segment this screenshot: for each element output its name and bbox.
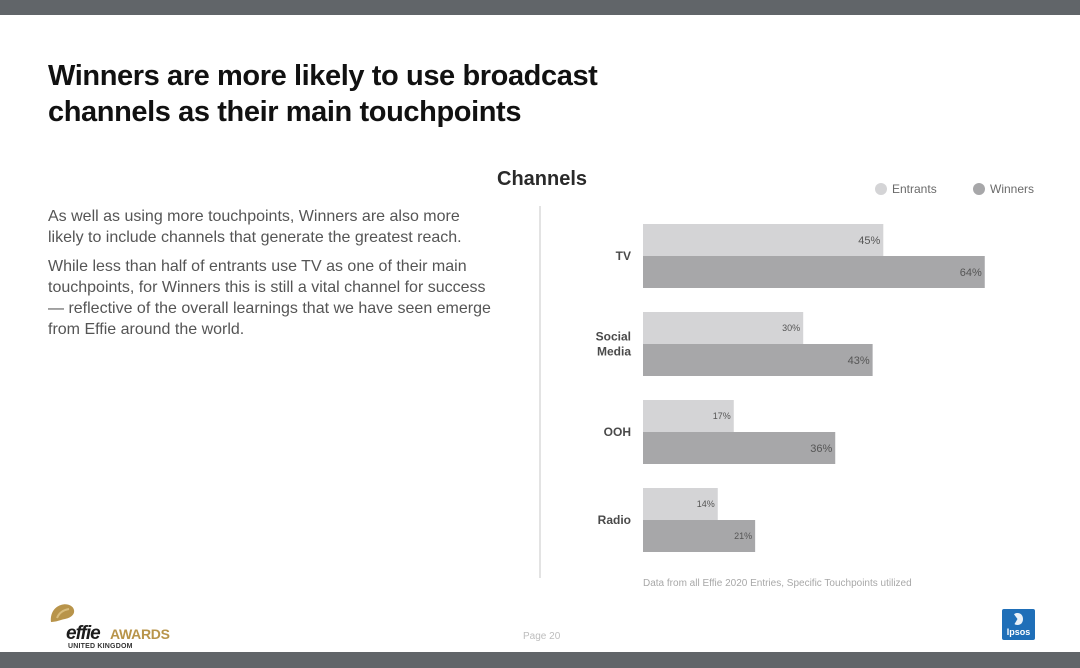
data-label-winners-2: 36% [810,443,832,455]
legend-item-entrants: Entrants [875,182,937,196]
ipsos-wordmark: Ipsos [1006,627,1031,637]
slide-title: Winners are more likely to use broadcast… [48,58,688,130]
effie-wordmark: effie [66,623,101,644]
legend-label-winners: Winners [990,182,1035,196]
vertical-divider [539,206,541,578]
ipsos-shape-icon [1014,613,1023,625]
data-label-winners-3: 21% [734,531,752,541]
title-line-2: channels as their main touchpoints [48,96,522,128]
channels-bar-chart: TV 45% 64% Social Media 30% 43% OOH 17% 36% Radio 1… [596,224,985,552]
body-paragraph-2: While less than half of entrants use TV … [48,258,491,338]
bar-entrants-0 [643,224,884,256]
category-label-line: TV [616,249,631,263]
bar-entrants-1 [643,312,804,344]
ipsos-logo: Ipsos [1002,609,1035,640]
bar-winners-3 [643,520,756,552]
category-label-0: TV [616,249,631,263]
legend-item-winners: Winners [973,182,1034,196]
data-label-winners-0: 64% [960,267,982,279]
data-label-winners-1: 43% [848,355,870,367]
top-bar [0,0,1080,15]
bar-winners-1 [643,344,873,376]
effie-awards-wordmark: AWARDS [110,626,170,642]
chart-title: Channels [497,168,588,190]
bar-winners-0 [643,256,985,288]
bar-winners-2 [643,432,836,464]
category-label-line: Radio [598,513,631,527]
legend-swatch-winners [973,183,985,195]
bar-entrants-2 [643,400,734,432]
data-label-entrants-2: 17% [713,411,731,421]
category-label-line: OOH [604,425,631,439]
legend-label-entrants: Entrants [892,182,937,196]
source-footnote: Data from all Effie 2020 Entries, Specif… [643,578,912,589]
effie-awards-logo: effie AWARDS UNITED KINGDOM [44,600,184,652]
data-label-entrants-0: 45% [858,235,880,247]
bar-entrants-3 [643,488,718,520]
data-label-entrants-1: 30% [782,323,800,333]
legend-swatch-entrants [875,183,887,195]
body-paragraph-1: As well as using more touchpoints, Winne… [48,208,462,246]
effie-region-label: UNITED KINGDOM [68,643,133,650]
page-number: Page 20 [523,631,561,642]
effie-figure-icon [50,604,75,622]
category-label-line: Media [597,345,631,359]
title-line-1: Winners are more likely to use broadcast [48,60,598,92]
category-label-3: Radio [598,513,631,527]
data-label-entrants-3: 14% [697,499,715,509]
category-label-2: OOH [604,425,631,439]
bottom-bar [0,652,1080,668]
category-label-1: Social Media [596,330,632,359]
category-label-line: Social [596,330,631,344]
